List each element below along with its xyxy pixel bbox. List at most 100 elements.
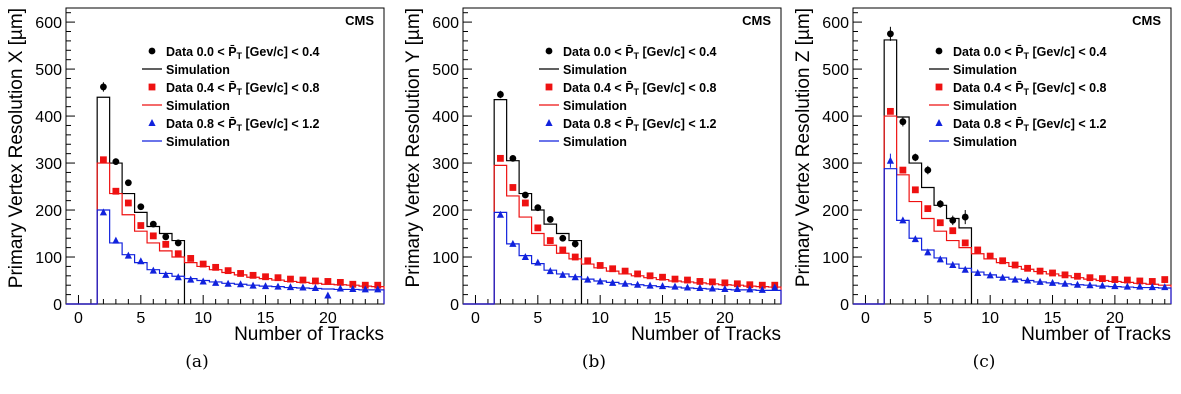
data-point — [646, 272, 654, 280]
x-axis-label: Number of Tracks — [631, 324, 781, 345]
data-point — [1074, 272, 1081, 280]
y-tick-label: 500 — [35, 62, 62, 79]
y-axis-label: Primary Vertex Resolution Y [µm] — [403, 8, 424, 288]
data-point — [262, 273, 269, 281]
data-point — [336, 278, 344, 286]
data-point — [559, 270, 567, 278]
data-point — [174, 250, 182, 258]
legend-data-label: Data 0.8 < P̄T [Gev/c] < 1.2 — [953, 117, 1107, 133]
y-tick-label: 100 — [822, 250, 849, 267]
simulation-group — [853, 39, 1172, 305]
data-point — [936, 255, 944, 263]
data-point — [546, 216, 554, 223]
data-point — [534, 224, 542, 232]
data-point — [546, 237, 554, 244]
data-point — [621, 279, 629, 287]
data-point — [733, 284, 741, 292]
x-axis-label: Number of Tracks — [234, 324, 384, 345]
data-point — [1061, 271, 1069, 279]
data-point — [949, 216, 957, 224]
data-point — [1023, 276, 1032, 284]
data-point — [961, 239, 969, 247]
data-point — [236, 280, 245, 288]
data-point — [509, 154, 517, 162]
data-point — [696, 278, 704, 285]
y-tick-label: 200 — [822, 203, 849, 220]
plot-frame — [852, 7, 1172, 305]
data-group — [886, 26, 1169, 291]
simulation-histogram — [853, 39, 973, 305]
data-point — [571, 253, 579, 261]
data-point — [924, 248, 932, 256]
x-tick-label: 15 — [257, 310, 275, 327]
data-point — [521, 253, 529, 261]
data-point — [949, 227, 957, 235]
legend-marker — [545, 47, 553, 55]
legend-sim-label: Simulation — [563, 63, 627, 77]
data-point — [708, 284, 717, 292]
data-point — [936, 219, 944, 227]
data-point — [112, 187, 120, 195]
data-point — [709, 278, 716, 286]
data-point — [1073, 280, 1082, 288]
data-point — [899, 166, 907, 174]
x-tick-label: 0 — [471, 310, 480, 327]
y-tick-label: 400 — [432, 109, 459, 126]
data-point — [112, 236, 120, 244]
simulation-histogram — [463, 99, 583, 305]
data-point — [261, 282, 270, 290]
caption-a: (a) — [185, 352, 209, 372]
y-axis-label: Primary Vertex Resolution X [µm] — [6, 8, 27, 288]
legend-data-label: Data 0.4 < P̄T [Gev/c] < 0.8 — [563, 81, 717, 97]
data-point — [497, 91, 504, 98]
y-tick-label: 300 — [432, 156, 459, 173]
data-point — [100, 156, 107, 164]
simulation-histogram — [66, 162, 385, 305]
cms-label: CMS — [1132, 13, 1161, 28]
x-tick-label: 20 — [319, 310, 337, 327]
data-point — [546, 267, 554, 275]
data-point — [924, 166, 932, 174]
data-point — [137, 222, 145, 229]
data-point — [696, 284, 704, 292]
caption-b: (b) — [581, 352, 607, 372]
data-point — [162, 270, 170, 278]
y-tick-label: 0 — [450, 297, 459, 314]
data-point — [758, 281, 766, 289]
simulation-group — [66, 96, 385, 305]
y-tick-label: 300 — [35, 156, 62, 173]
data-point — [212, 278, 220, 286]
data-point — [646, 281, 654, 289]
data-point — [374, 281, 382, 289]
data-point — [212, 263, 220, 271]
data-point — [349, 284, 357, 292]
data-point — [149, 232, 157, 240]
y-tick-label: 0 — [840, 297, 849, 314]
data-point — [312, 277, 319, 285]
data-point — [609, 265, 617, 273]
data-point — [124, 179, 132, 187]
data-point — [911, 186, 919, 194]
data-point — [299, 276, 307, 284]
data-point — [899, 216, 907, 224]
data-point — [1098, 281, 1107, 289]
legend-marker — [935, 47, 943, 55]
data-point — [936, 200, 944, 208]
data-point — [758, 285, 766, 293]
data-point — [199, 277, 207, 285]
data-point — [746, 281, 754, 289]
data-point — [949, 261, 957, 269]
data-point — [571, 273, 579, 281]
data-point — [162, 240, 170, 248]
data-point — [199, 260, 207, 268]
data-point — [1011, 261, 1019, 269]
data-point — [1099, 275, 1106, 283]
data-point — [224, 279, 232, 287]
data-group — [496, 90, 779, 293]
data-point — [1136, 282, 1144, 290]
y-tick-label: 200 — [432, 203, 459, 220]
y-axis-label: Primary Vertex Resolution Z [µm] — [793, 8, 814, 287]
data-point — [974, 268, 982, 276]
data-point — [174, 239, 182, 247]
x-tick-label: 5 — [923, 310, 932, 327]
